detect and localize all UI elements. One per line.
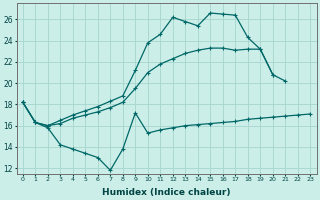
- X-axis label: Humidex (Indice chaleur): Humidex (Indice chaleur): [102, 188, 231, 197]
